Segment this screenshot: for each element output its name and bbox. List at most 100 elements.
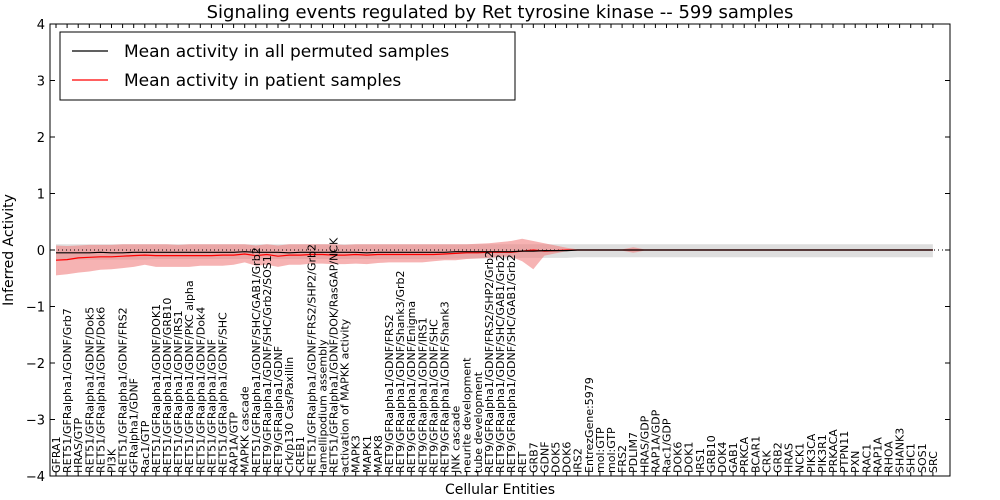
x-category-label: PRKCA	[738, 436, 751, 473]
band-patient	[56, 238, 933, 276]
x-category-label: PDLIM7	[627, 432, 640, 473]
x-category-label: MAPK1	[361, 435, 374, 473]
series-lines	[50, 249, 950, 261]
x-category-label: RET51/GFRalpha1/GDNF/PKC alpha	[183, 280, 196, 473]
x-category-label: RET51/GFRalpha1/GDNF/SHC/GAB1/Grb2	[250, 247, 263, 473]
y-tick-label: −4	[26, 470, 45, 485]
x-category-label: SRC	[927, 451, 940, 473]
x-category-label: RET9/GFRalpha1/GDNF/SHC/GAB1/Grb2	[505, 254, 518, 473]
x-axis: GFRA1RET51/GFRalpha1/GDNF/Grb7HRAS/GTPRE…	[50, 24, 940, 476]
x-category-label: PRKACA	[827, 429, 840, 473]
x-axis-title: Cellular Entities	[445, 482, 555, 498]
x-category-label: EntrezGene:5979	[583, 377, 596, 473]
x-category-label: RET9/GFRalpha1/GDNF	[272, 346, 285, 473]
x-category-label: Rac1/GDP	[661, 418, 674, 473]
x-category-label: GRB10	[705, 435, 718, 473]
x-category-label: RET51/GFRalpha1/GDNF/Grb7	[61, 308, 74, 473]
x-category-label: RET9/GFRalpha1/GDNF/Enigma	[405, 301, 418, 473]
legend: Mean activity in all permuted samples Me…	[59, 31, 516, 101]
legend-label-patient: Mean activity in patient samples	[124, 71, 401, 91]
line-permuted	[56, 249, 933, 254]
y-tick-label: 1	[37, 188, 45, 203]
x-category-label: BCAR1	[749, 436, 762, 473]
x-category-label: GFRA1	[50, 436, 63, 473]
y-tick-label: −1	[26, 301, 45, 316]
x-category-label: Rac1/GTP	[139, 420, 152, 473]
x-category-label: neurite development	[461, 357, 474, 473]
x-category-label: NCK1	[794, 443, 807, 473]
x-category-label: GDNF	[538, 441, 551, 473]
x-category-label: SHANK3	[894, 428, 907, 473]
x-category-label: MAPK3	[350, 435, 363, 473]
x-category-label: SOS1	[916, 443, 929, 473]
x-category-label: FRS2	[616, 445, 629, 473]
x-category-label: IRS1	[694, 448, 707, 473]
x-category-label: RET9/GFRalpha1/GDNF/Shank3/Grb2	[394, 271, 407, 474]
y-axis-title: Inferred Activity	[1, 194, 17, 306]
x-category-label: RAP1A	[871, 437, 884, 473]
x-category-label: MAPKK cascade	[239, 386, 252, 473]
x-category-label: IRS2	[572, 448, 585, 473]
x-category-label: RET51/GFRalpha1/GDNF/GRB10	[161, 298, 174, 473]
x-category-label: RET51/GFRalpha1/GDNF/Dok4	[194, 307, 207, 473]
x-category-label: DOK4	[716, 442, 729, 473]
y-tick-label: 3	[37, 75, 45, 90]
x-category-label: DOK6	[561, 442, 574, 473]
x-category-label: RET9/GFRalpha1/GDNF/Shank3	[439, 301, 452, 473]
x-category-label: RET9/GFRalpha1/GDNF/FRS2	[383, 314, 396, 473]
y-axis: −4 −3 −2 −1 0 1 2 3 4	[26, 18, 950, 485]
x-category-label: RET51/GFRalpha1/GDNF/Dok5	[83, 307, 96, 473]
x-category-label: SHC1	[905, 443, 918, 473]
x-category-label: tube development	[472, 371, 485, 473]
x-category-label: RET51/GFRalpha1/GDNF/DOK1	[150, 304, 163, 473]
x-category-label: RAP1A/GDP	[649, 409, 662, 473]
x-category-label: Crk/p130 Cas/Paxillin	[283, 357, 296, 473]
x-category-label: PIK3CA	[805, 433, 818, 473]
x-category-label: DOK1	[683, 442, 696, 473]
x-category-label: RET51/GFRalpha1/GDNF/FRS2	[117, 307, 130, 473]
x-category-label: PI3K	[106, 448, 119, 473]
x-category-label: activation of MAPKK activity	[339, 318, 352, 473]
x-category-label: RAP1A/GTP	[228, 412, 241, 473]
y-tick-label: 2	[37, 131, 45, 146]
x-category-label: RET9/GFRalpha1/GDNF/SHC/Grb2/SOS1	[261, 255, 274, 473]
x-category-label: RET51/GFRalpha1/GDNF	[205, 339, 218, 473]
x-category-label: GRB2	[772, 442, 785, 473]
x-category-label: PIK3R1	[816, 434, 829, 473]
y-tick-label: 0	[37, 244, 45, 259]
x-category-label: GAB1	[727, 442, 740, 473]
y-tick-label: −3	[26, 414, 45, 429]
y-tick-label: 4	[37, 18, 45, 33]
x-category-label: RET51/GFRalpha1/GDNF/Dok6	[94, 307, 107, 473]
legend-label-permuted: Mean activity in all permuted samples	[124, 42, 449, 62]
x-category-label: MAPK8	[372, 435, 385, 473]
x-category-label: mol:GTP	[605, 427, 618, 473]
x-category-label: RET9/GFRalpha1/GDNF/IRS1	[416, 317, 429, 473]
x-category-label: CREB1	[294, 436, 307, 473]
x-category-label: GFRalpha1/GDNF	[128, 378, 141, 473]
x-category-label: CRK	[760, 450, 773, 473]
x-category-label: PXN	[849, 451, 862, 473]
x-category-label: RHOA	[883, 441, 896, 473]
x-category-label: RET9/GFRalpha1/GDNF/SHC	[427, 319, 440, 473]
x-category-label: lamellipodium assembly	[316, 339, 329, 473]
x-category-label: HRAS/GTP	[72, 417, 85, 473]
chart-title: Signaling events regulated by Ret tyrosi…	[207, 2, 794, 23]
y-tick-label: −2	[26, 357, 45, 372]
x-category-label: mol:GTP	[594, 427, 607, 473]
x-category-label: PTPN11	[838, 431, 851, 473]
x-category-label: RET51/GFRalpha1/GDNF/IRS1	[172, 310, 185, 473]
x-category-label: RAC1	[860, 444, 873, 473]
x-category-label: RET51/GFRalpha1/GDNF/FRS2/SHP2/Grb2	[305, 244, 318, 473]
x-category-label: RET51/GFRalpha1/GDNF/DOK/RasGAP/NCK	[328, 237, 341, 473]
x-category-label: DOK5	[550, 442, 563, 473]
x-category-label: DOK6	[672, 442, 685, 473]
x-category-label: GRB7	[527, 442, 540, 473]
legend-box	[59, 31, 516, 101]
x-category-label: JNK cascade	[450, 406, 463, 474]
x-category-label: HRAS	[783, 443, 796, 473]
x-category-label: RET9/GFRalpha1/GDNF/SHC/GAB1/Grb2	[494, 254, 507, 473]
x-category-label: RET	[516, 451, 529, 473]
x-category-label: RET51/GFRalpha1/GDNF/SHC	[217, 312, 230, 473]
